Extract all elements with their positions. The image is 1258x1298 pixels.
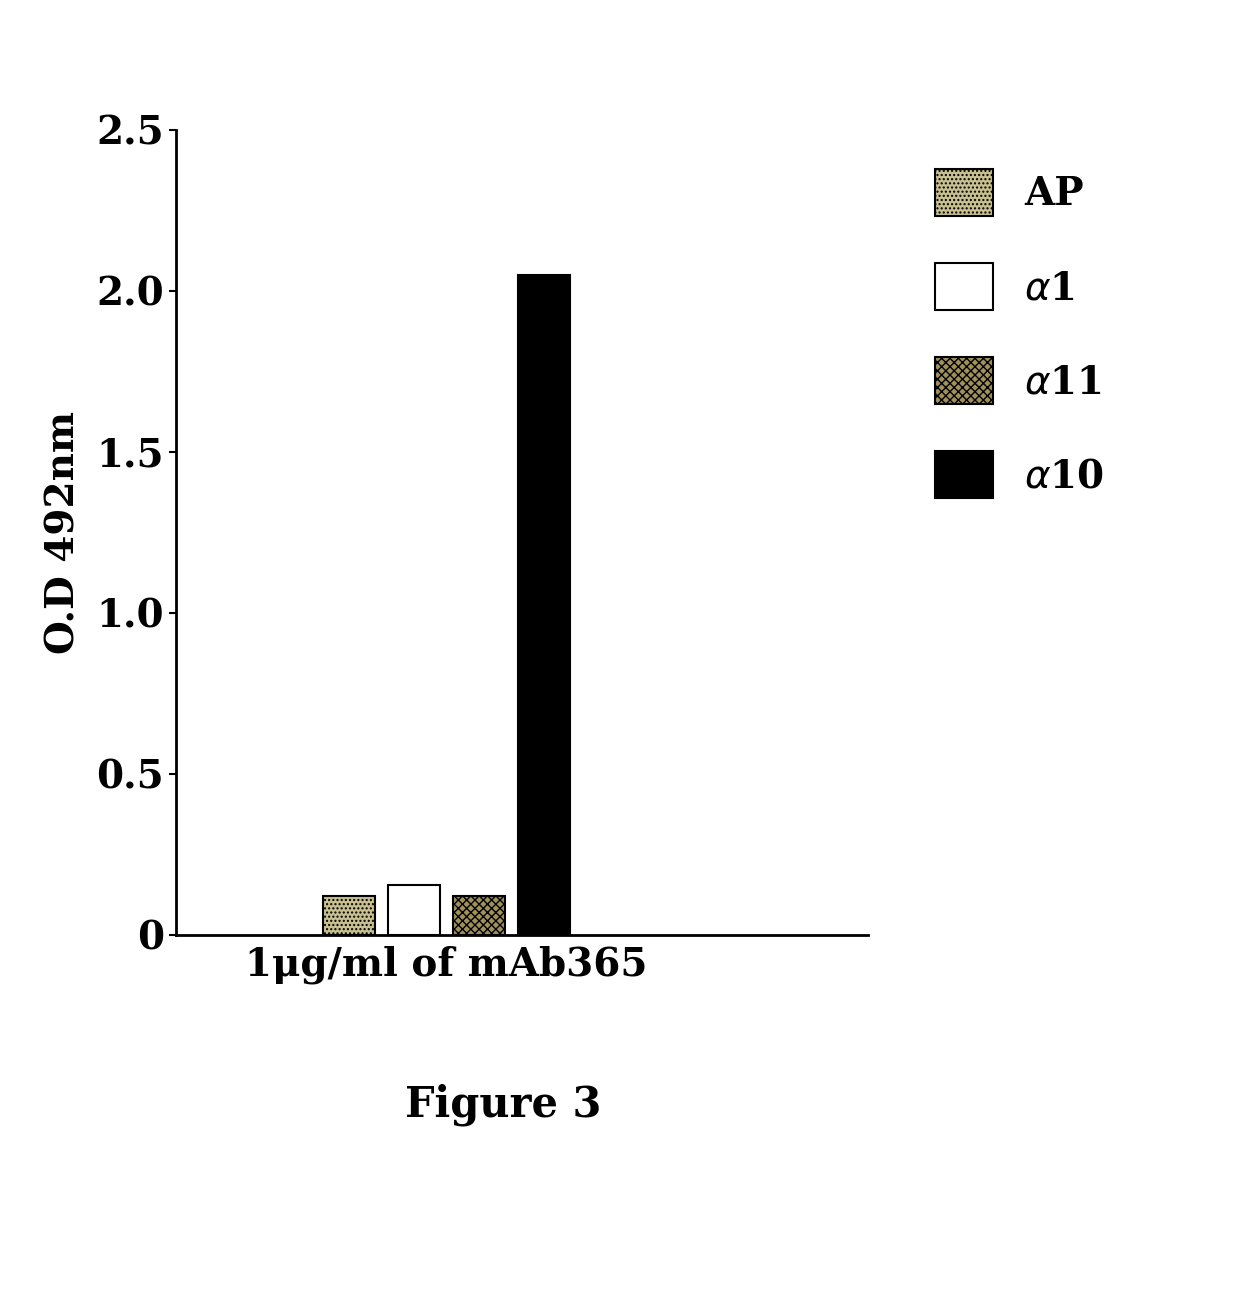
- Legend: AP, $\alpha$1, $\alpha$11, $\alpha$10: AP, $\alpha$1, $\alpha$11, $\alpha$10: [915, 149, 1123, 518]
- Bar: [453, 896, 504, 935]
- Bar: [323, 896, 375, 935]
- Bar: [387, 885, 440, 935]
- Text: Figure 3: Figure 3: [405, 1084, 601, 1125]
- Y-axis label: O.D 492nm: O.D 492nm: [45, 410, 83, 654]
- Bar: [518, 275, 570, 935]
